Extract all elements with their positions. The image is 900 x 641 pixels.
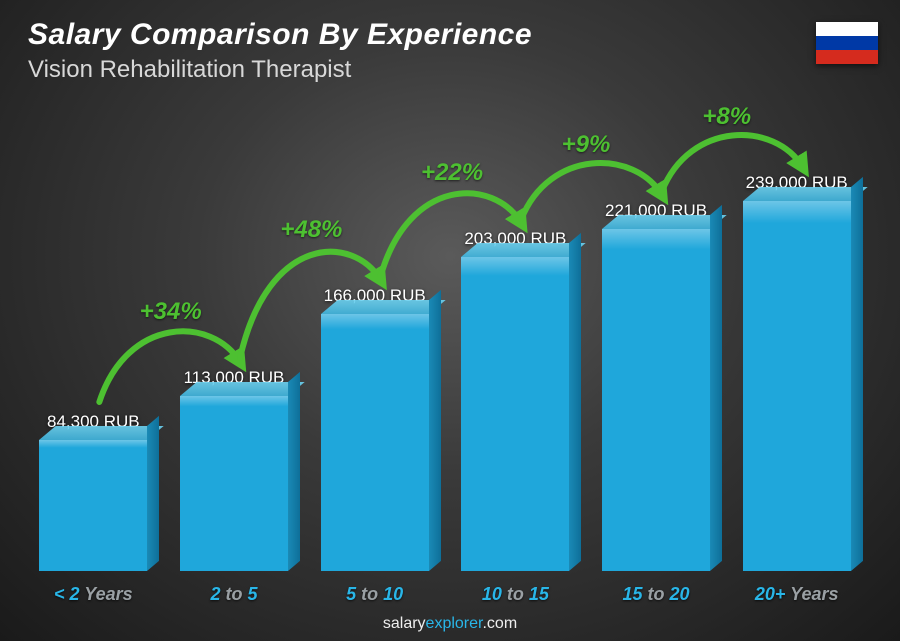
flag-stripe-top bbox=[816, 22, 878, 36]
x-tick-label: 5 to 10 bbox=[311, 584, 438, 605]
x-tick-label: 2 to 5 bbox=[171, 584, 298, 605]
bar-column: 84,300 RUB bbox=[30, 412, 157, 571]
bar bbox=[180, 396, 288, 571]
x-tick-label: 15 to 20 bbox=[593, 584, 720, 605]
flag-stripe-mid bbox=[816, 36, 878, 50]
bar-column: 239,000 RUB bbox=[733, 173, 860, 571]
bar bbox=[743, 201, 851, 571]
bar bbox=[461, 257, 569, 571]
bar bbox=[39, 440, 147, 571]
x-tick-label: < 2 Years bbox=[30, 584, 157, 605]
bar-column: 113,000 RUB bbox=[171, 368, 298, 571]
footer-brand: salaryexplorer.com bbox=[0, 615, 900, 633]
bar-column: 203,000 RUB bbox=[452, 229, 579, 571]
growth-pct-label: +22% bbox=[421, 159, 483, 187]
flag-russia bbox=[816, 22, 878, 64]
brand-suffix: .com bbox=[482, 615, 517, 632]
brand-prefix: salary bbox=[383, 615, 426, 632]
x-tick-label: 20+ Years bbox=[733, 584, 860, 605]
x-axis-labels: < 2 Years 2 to 5 5 to 10 10 to 15 15 to 20 20… bbox=[30, 584, 860, 605]
bar-column: 166,000 RUB bbox=[311, 286, 438, 571]
bar bbox=[321, 314, 429, 571]
growth-pct-label: +9% bbox=[562, 131, 611, 159]
bar bbox=[602, 229, 710, 571]
growth-pct-label: +48% bbox=[280, 216, 342, 244]
flag-stripe-bot bbox=[816, 50, 878, 64]
growth-pct-label: +34% bbox=[140, 298, 202, 326]
page-title: Salary Comparison By Experience bbox=[28, 18, 532, 52]
x-tick-label: 10 to 15 bbox=[452, 584, 579, 605]
brand-accent: explorer bbox=[426, 615, 483, 632]
bar-column: 221,000 RUB bbox=[593, 201, 720, 571]
growth-pct-label: +8% bbox=[702, 103, 751, 131]
